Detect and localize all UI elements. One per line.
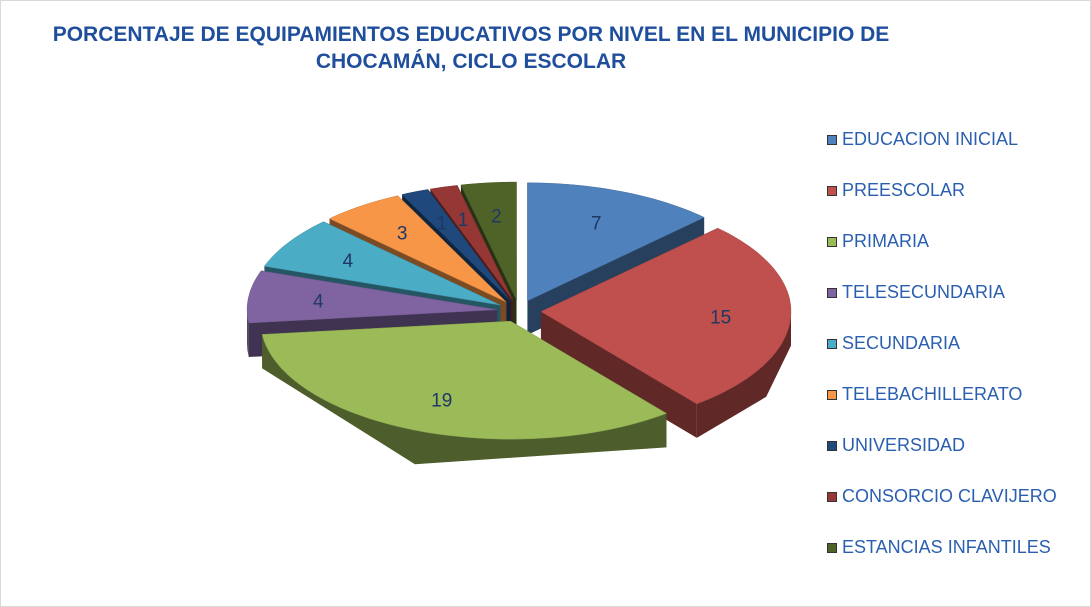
data-label: 1	[458, 210, 469, 231]
data-label: 15	[710, 307, 731, 328]
legend-item: ESTANCIAS INFANTILES	[827, 537, 1089, 588]
legend: EDUCACION INICIAL PREESCOLAR PRIMARIA TELES…	[827, 129, 1089, 588]
data-label: 2	[491, 207, 502, 228]
legend-swatch	[827, 186, 837, 196]
slice	[328, 195, 507, 303]
slice-side	[262, 334, 667, 465]
slice	[527, 182, 705, 302]
legend-item: EDUCACION INICIAL	[827, 129, 1089, 180]
data-label: 7	[591, 213, 602, 234]
legend-label: UNIVERSIDAD	[842, 435, 966, 455]
data-label: 19	[431, 391, 452, 412]
legend-label: PRIMARIA	[842, 231, 930, 251]
legend-item: PREESCOLAR	[827, 180, 1089, 231]
legend-label: SECUNDARIA	[842, 333, 961, 353]
slice	[263, 221, 501, 306]
data-label: 1	[436, 213, 447, 234]
slice-side	[696, 311, 791, 438]
slice	[401, 189, 511, 302]
legend-item: SECUNDARIA	[827, 333, 1089, 384]
slice-side	[540, 311, 697, 438]
legend-label: TELESECUNDARIA	[842, 282, 1006, 302]
legend-item: UNIVERSIDAD	[827, 435, 1089, 486]
legend-swatch	[827, 543, 837, 553]
slice	[540, 227, 792, 405]
legend-item: TELEBACHILLERATO	[827, 384, 1089, 435]
legend-swatch	[827, 237, 837, 247]
title-text: PORCENTAJE DE EQUIPAMIENTOS EDUCATIVOS P…	[52, 23, 890, 73]
legend-swatch	[827, 288, 837, 298]
legend-label: PREESCOLAR	[842, 180, 966, 200]
chart-title: PORCENTAJE DE EQUIPAMIENTOS EDUCATIVOS P…	[21, 21, 921, 75]
legend-label: CONSORCIO CLAVIJERO	[842, 486, 1057, 506]
data-label: 4	[313, 291, 324, 312]
legend-swatch	[827, 135, 837, 145]
legend-item: CONSORCIO CLAVIJERO	[827, 486, 1089, 537]
data-label: 3	[397, 224, 408, 245]
legend-label: TELEBACHILLERATO	[842, 384, 1023, 404]
data-label: 4	[343, 251, 354, 272]
legend-swatch	[827, 390, 837, 400]
legend-swatch	[827, 492, 837, 502]
legend-label: EDUCACION INICIAL	[842, 129, 1019, 149]
legend-swatch	[827, 339, 837, 349]
slice	[460, 181, 517, 301]
legend-item: PRIMARIA	[827, 231, 1089, 282]
slice	[429, 185, 514, 301]
slice	[261, 320, 668, 440]
slice	[246, 270, 498, 324]
legend-item: TELESECUNDARIA	[827, 282, 1089, 333]
legend-swatch	[827, 441, 837, 451]
legend-label: ESTANCIAS INFANTILES	[842, 537, 1051, 557]
